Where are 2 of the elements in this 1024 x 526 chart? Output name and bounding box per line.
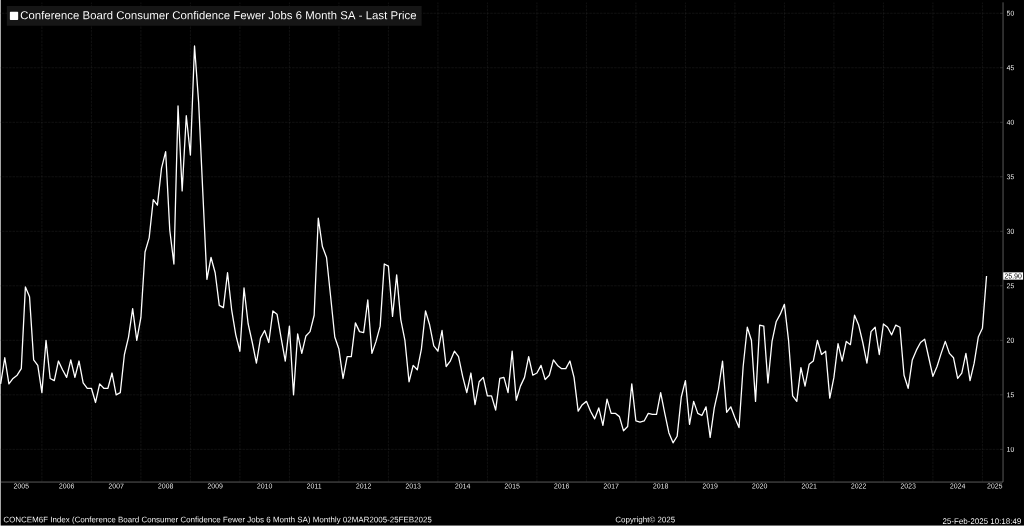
line-series: [0, 45, 988, 444]
legend-label: Conference Board Consumer Confidence Fewer Jobs 6 Month SA - Last Price: [20, 11, 417, 20]
